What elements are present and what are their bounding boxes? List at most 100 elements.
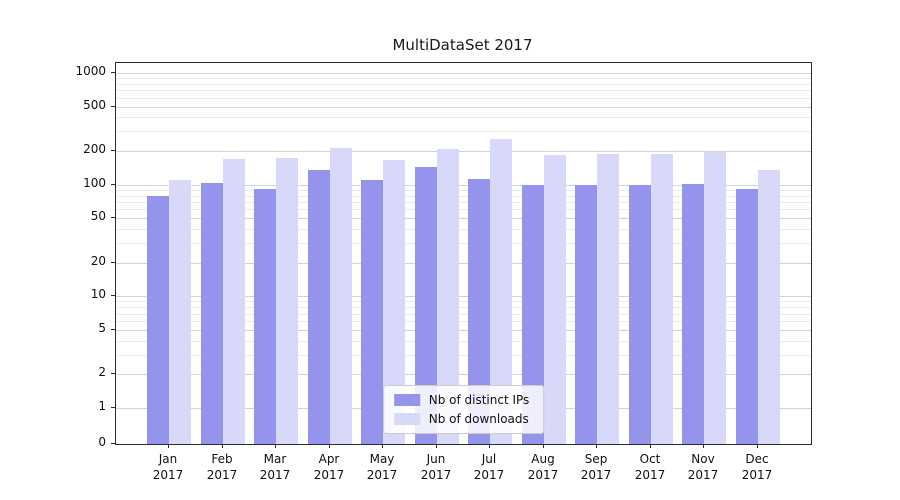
y-tick-mark — [111, 373, 115, 375]
bar-downloads-jan — [169, 180, 191, 444]
bar-distinct-ips-oct — [629, 184, 651, 444]
chart-legend: Nb of distinct IPs Nb of downloads — [382, 385, 545, 434]
bar-distinct-ips-jun — [415, 166, 437, 444]
gridline-minor — [116, 321, 811, 323]
legend-label-distinct-ips: Nb of distinct IPs — [428, 393, 530, 407]
x-tick-label: Jun 2017 — [420, 452, 452, 483]
x-tick-label: Mar 2017 — [259, 452, 291, 483]
gridline-minor — [116, 195, 811, 197]
y-tick-label: 2 — [98, 365, 106, 380]
bar-distinct-ips-jan — [147, 195, 169, 444]
y-tick-label: 500 — [83, 97, 106, 112]
plot-area: Nb of distinct IPs Nb of downloads — [115, 62, 812, 445]
gridline-major — [116, 184, 811, 186]
x-tick-mark — [168, 444, 169, 448]
y-tick-mark — [111, 105, 115, 107]
gridline-minor — [116, 301, 811, 303]
y-tick-label: 20 — [90, 253, 106, 268]
y-tick-mark — [111, 217, 115, 219]
bar-downloads-nov — [704, 151, 726, 444]
x-tick-label: Sep 2017 — [580, 452, 612, 483]
bar-downloads-mar — [276, 157, 298, 444]
legend-swatch-downloads — [393, 413, 420, 425]
y-tick-mark — [111, 295, 115, 297]
gridline-minor — [116, 354, 811, 356]
bar-downloads-dec — [758, 170, 780, 444]
bar-distinct-ips-may — [361, 180, 383, 444]
gridline-minor — [116, 97, 811, 99]
x-tick-mark — [703, 444, 704, 448]
y-tick-label: 50 — [90, 209, 106, 224]
legend-swatch-distinct-ips — [393, 394, 420, 406]
x-tick-label: Aug 2017 — [527, 452, 559, 483]
gridline-minor — [116, 209, 811, 211]
bar-distinct-ips-dec — [736, 188, 758, 444]
x-tick-label: May 2017 — [366, 452, 398, 483]
gridline-major — [116, 374, 811, 376]
y-tick-label: 100 — [83, 175, 106, 190]
bar-downloads-apr — [330, 147, 352, 444]
x-tick-label: Oct 2017 — [634, 452, 666, 483]
x-tick-mark — [329, 444, 330, 448]
x-tick-mark — [596, 444, 597, 448]
gridline-minor — [116, 313, 811, 315]
y-tick-label: 1 — [98, 399, 106, 413]
x-tick-label: Jul 2017 — [473, 452, 505, 483]
x-tick-label: Dec 2017 — [741, 452, 773, 483]
bar-downloads-sep — [597, 154, 619, 444]
bar-downloads-jul — [490, 139, 512, 444]
gridline-major — [116, 151, 811, 153]
bar-distinct-ips-mar — [254, 188, 276, 444]
y-tick-label: 1000 — [75, 64, 106, 78]
x-tick-mark — [757, 444, 758, 448]
bar-downloads-oct — [651, 154, 673, 444]
gridline-minor — [116, 117, 811, 119]
bar-distinct-ips-feb — [201, 183, 223, 444]
bar-distinct-ips-jul — [468, 179, 490, 444]
gridline-minor — [116, 307, 811, 309]
bar-downloads-feb — [223, 158, 245, 444]
x-tick-label: Feb 2017 — [206, 452, 238, 483]
y-tick-mark — [111, 407, 115, 408]
x-tick-mark — [275, 444, 276, 448]
y-tick-mark — [111, 261, 115, 263]
gridline-major — [116, 296, 811, 298]
gridline-major — [116, 73, 811, 74]
gridline-minor — [116, 83, 811, 85]
x-tick-mark — [222, 444, 223, 448]
y-tick-mark — [111, 328, 115, 330]
x-tick-label: Apr 2017 — [313, 452, 345, 483]
y-tick-label: 5 — [98, 320, 106, 335]
y-tick-mark — [111, 443, 115, 444]
y-tick-mark — [111, 150, 115, 152]
chart-title: MultiDataSet 2017 — [392, 36, 533, 54]
x-tick-label: Jan 2017 — [152, 452, 184, 483]
x-tick-mark — [382, 444, 383, 448]
gridline-minor — [116, 189, 811, 191]
x-tick-mark — [489, 444, 490, 448]
bar-downloads-aug — [544, 154, 566, 444]
legend-item-downloads: Nb of downloads — [393, 412, 530, 426]
x-tick-label: Nov 2017 — [687, 452, 719, 483]
y-tick-mark — [111, 72, 115, 73]
y-tick-mark — [111, 183, 115, 185]
legend-item-distinct-ips: Nb of distinct IPs — [393, 393, 530, 407]
gridline-minor — [116, 131, 811, 133]
gridline-minor — [116, 243, 811, 245]
gridline-minor — [116, 90, 811, 92]
bar-distinct-ips-aug — [522, 184, 544, 444]
legend-label-downloads: Nb of downloads — [428, 412, 529, 426]
bar-distinct-ips-apr — [308, 170, 330, 444]
bar-downloads-may — [383, 160, 405, 444]
bar-downloads-jun — [437, 148, 459, 444]
y-tick-label: 200 — [83, 142, 106, 157]
bar-distinct-ips-sep — [575, 184, 597, 444]
gridline-minor — [116, 202, 811, 203]
gridline-major — [116, 262, 811, 264]
x-tick-mark — [650, 444, 651, 448]
x-tick-mark — [436, 444, 437, 448]
x-tick-mark — [543, 444, 544, 448]
y-tick-label: 10 — [90, 287, 106, 302]
gridline-minor — [116, 78, 811, 80]
y-tick-label: 0 — [98, 435, 106, 449]
